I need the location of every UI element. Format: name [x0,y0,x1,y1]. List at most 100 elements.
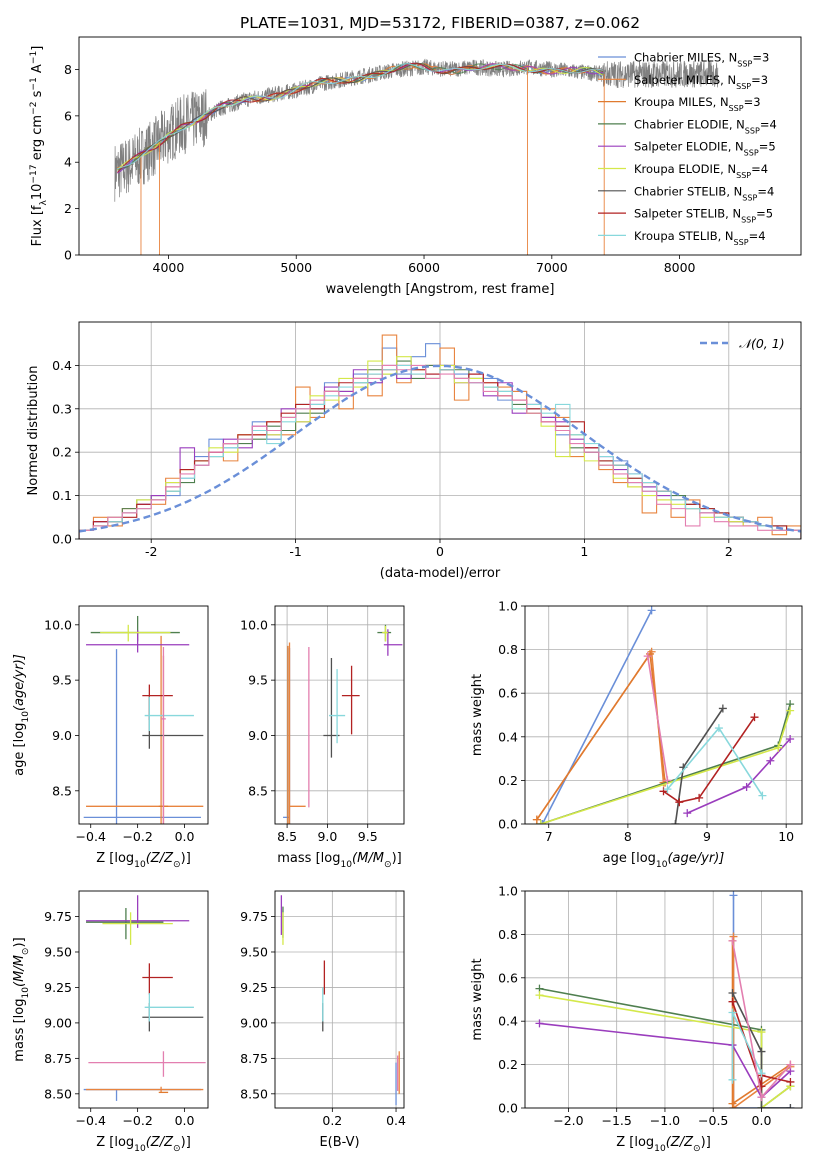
x-tick-label: 0.0 [175,1113,195,1128]
error-bar [383,629,403,656]
spectrum-legend: Chabrier MILES, NSSP=3 Salpeter MILES, NS… [598,51,777,246]
legend-label-part: Kroupa STELIB, N [634,229,734,243]
legend-label-part: =4 [751,162,768,176]
error-bar [142,684,173,720]
data-point [535,1019,544,1028]
legend-label-part: =3 [752,51,769,65]
error-bar [329,669,346,744]
y-axis-label-part: s [30,90,45,101]
x-tick-label: −0.4 [76,829,106,844]
x-tick-label: 5000 [280,260,312,275]
x-tick-label: −0.2 [122,829,152,844]
x-axis-label-part: E(B-V) [319,1135,359,1150]
error-bar [142,696,204,749]
data-point [786,1077,795,1086]
data-point [728,1075,737,1084]
x-tick-label: −0.4 [76,1113,106,1128]
legend-label-part: =5 [759,140,776,154]
y-tick-label: 9.00 [44,1015,72,1030]
error-bar [86,895,190,928]
x-axis-label-part: mass [log [277,851,340,866]
y-tick-label: 9.75 [44,909,72,924]
x-tick-label: 7000 [536,260,568,275]
data-point [663,776,672,785]
axes-frame [524,605,803,825]
weight-series-line [541,610,653,824]
x-axis-label-part: wavelength [Angstrom, rest frame] [326,282,555,297]
legend-label: Chabrier MILES, NSSP=3 [634,51,769,69]
gaussian-curve [79,364,801,533]
x-tick-label: 0.4 [386,1113,406,1128]
data-point [675,798,684,807]
age-vs-mass-panel: 8.5 9.0 9.5 8.5 9.0 9.5 10.0 mass [log10(M/M⊙)] [240,605,405,870]
legend-label-part: Salpeter STELIB, N [634,207,741,221]
error-bar [100,624,171,642]
y-tick-label: 9.25 [240,980,268,995]
y-tick-label: 6 [64,108,72,123]
legend-label: Salpeter MILES, NSSP=3 [634,73,768,91]
y-tick-label: 9.50 [44,944,72,959]
data-point [535,991,544,1000]
legend-label-part: SSP [737,59,752,68]
y-tick-label: 10.0 [240,617,268,632]
data-point [695,793,704,802]
x-tick-label: 0.0 [752,1113,772,1128]
x-axis-label-part: (age/yr)] [667,851,724,866]
x-axis-label-part: ⊙ [693,1144,701,1154]
data-point [532,815,541,824]
y-tick-label: 0.8 [498,642,518,657]
x-axis-label-part: Z [log [616,1135,654,1150]
legend-label-part: =5 [756,207,773,221]
legend-label-part: SSP [745,126,760,135]
y-axis-label: mass weight [470,674,485,756]
y-tick-label: 9.5 [248,673,268,688]
y-axis-label: age [log10(age/yr)] [12,654,31,776]
data-point [729,1104,738,1108]
y-axis-label-part: erg cm [30,115,45,164]
y-tick-label: 0.2 [498,773,518,788]
x-axis-label-part: ⊙ [173,1144,181,1154]
legend-label: Salpeter STELIB, NSSP=5 [634,207,773,225]
mass-vs-Z-panel: −0.4 −0.2 0.0 8.50 8.75 9.00 9.25 9.50 9.75 Z [lo… [12,890,209,1154]
data-point [757,1093,766,1102]
x-axis-label-part: )] [392,851,402,866]
x-tick-label: 10 [778,829,794,844]
legend-label-part: SSP [741,215,756,224]
data-point [757,1069,766,1078]
y-tick-label: 8.5 [248,783,268,798]
y-tick-label: 8.5 [52,783,72,798]
y-axis-label-part: ⊙ [21,947,31,955]
residuals-plot [79,334,801,539]
x-tick-label: 4000 [153,260,185,275]
data-point [774,743,783,752]
x-axis-label-part: (M/M [352,851,384,866]
error-bar [102,912,173,945]
x-axis-label-part: (data-model)/error [380,566,501,581]
legend-label-part: SSP [744,148,759,157]
y-axis-label-part: 10 [21,987,31,999]
x-tick-label: 0.2 [322,1113,342,1128]
weight-series-line [536,649,665,821]
axes-frame [524,890,803,1109]
x-tick-label: -1 [289,544,301,559]
y-axis-label-part: −17 [29,164,39,183]
y-tick-label: 0.6 [498,686,518,701]
legend-label-part: SSP [742,193,757,202]
y-axis-label-part: λ [39,200,49,206]
y-axis-label-part: Flux [f [30,205,45,246]
error-bar [382,625,388,642]
data-point [757,1028,766,1037]
x-tick-label: -2 [145,544,157,559]
y-tick-label: 0 [64,248,72,263]
data-point [728,988,737,997]
error-bar [86,630,190,653]
data-point [683,809,692,818]
legend-label-part: =4 [757,184,774,198]
legend-label: Salpeter ELODIE, NSSP=5 [634,140,776,158]
y-tick-label: 8.75 [240,1051,268,1066]
y-axis-label-part: age [log [12,723,27,776]
x-tick-label: −0.5 [698,1113,728,1128]
x-axis-label-part: ⊙ [173,860,181,870]
error-bar [86,635,204,824]
y-tick-label: 0.4 [498,1014,518,1029]
